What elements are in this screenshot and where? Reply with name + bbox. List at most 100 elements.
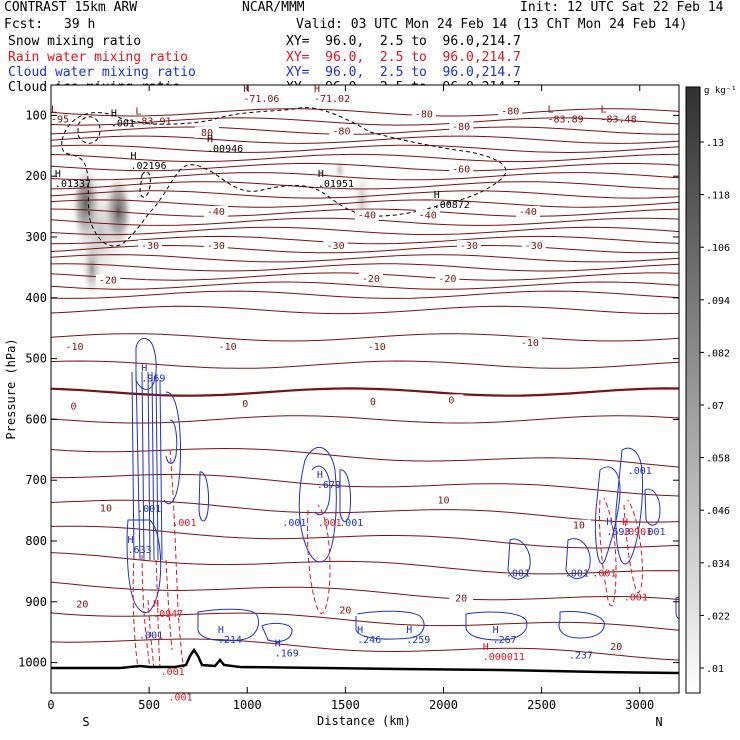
field-rain-name: Rain water mixing ratio <box>8 50 189 65</box>
temp-contour-label: -80 <box>332 127 350 138</box>
isotherm <box>51 162 679 172</box>
temp-label-bg <box>203 205 228 217</box>
temp-label-bg <box>521 239 546 251</box>
isotherm <box>51 108 679 117</box>
isotherm <box>51 172 679 181</box>
x-tick-label: 3000 <box>625 698 654 712</box>
x-tick-label: 2500 <box>527 698 556 712</box>
isotherm <box>51 181 679 190</box>
contour-labels: -80 -80 -80 -80 80 -60 -40 -40 -40 -40 -30 -30 -30 -3… <box>51 84 666 703</box>
temp-label-bg <box>604 641 629 653</box>
contour-value-label: .001 <box>318 518 342 529</box>
isotherm-lines <box>51 108 679 661</box>
colorbar-tick-label: .01 <box>706 664 724 675</box>
org-label: NCAR/MMM <box>242 0 305 15</box>
colorbar-tick-label: .094 <box>706 296 730 307</box>
isotherm <box>51 612 679 631</box>
terrain-line <box>51 647 679 675</box>
temp-label-bg <box>333 604 358 616</box>
extremum-mark: H <box>317 470 323 481</box>
extremum-value: .0901 <box>622 527 652 538</box>
temp-label-bg <box>449 163 474 175</box>
contour-value-label: .001 <box>565 568 589 579</box>
south-end-label: S <box>82 715 89 729</box>
temp-label-bg <box>457 239 482 251</box>
extremum-mark: H <box>357 625 363 636</box>
temp-label-bg <box>323 239 348 251</box>
temp-label-bg <box>364 340 389 352</box>
temp-contour-label: -40 <box>358 211 376 222</box>
isotherm <box>51 281 679 290</box>
temp-contour-label: -20 <box>438 274 456 285</box>
colorbar <box>685 86 701 694</box>
temp-label-bg <box>411 108 436 120</box>
isotherm <box>51 305 679 315</box>
isotherm <box>51 126 679 135</box>
field-cloud-xy: XY= 96.0, 2.5 to 96.0,214.7 <box>286 65 521 80</box>
x-tick-label: 500 <box>138 698 160 712</box>
isotherm <box>51 638 679 661</box>
isotherm <box>51 499 679 523</box>
colorbar-tick-label: .13 <box>706 138 724 149</box>
init-time: Init: 12 UTC Sat 22 Feb 14 <box>520 0 724 15</box>
temp-label-bg <box>360 396 385 408</box>
contour-value-label: .001 <box>339 518 363 529</box>
north-end-label: N <box>655 715 662 729</box>
axes: 0 500 1000 1500 2000 2500 30001002003004005006… <box>18 85 679 712</box>
temp-label-bg <box>61 400 86 412</box>
forecast-hours: 39 h <box>64 17 96 32</box>
x-tick-label: 2000 <box>429 698 458 712</box>
temp-label-bg <box>195 126 220 138</box>
contour-value-label: .001 <box>161 667 185 678</box>
temp-label-bg <box>70 598 95 610</box>
colorbar-ticks: .01 .022 .034 .046 .058 .07 .082 .094 .106 .118 .1… <box>700 138 730 675</box>
y-tick-label: 500 <box>25 352 47 366</box>
isotherm <box>51 153 679 163</box>
y-tick-label: 400 <box>25 291 47 305</box>
contour-value-label: .001 <box>137 504 161 515</box>
contour-value-label: .001 <box>641 527 665 538</box>
extremum-value: -71.06 <box>243 94 279 105</box>
temp-label-bg <box>517 337 542 349</box>
contour-value-label: .001 <box>624 593 648 604</box>
temp-contour-label: 20 <box>339 606 351 617</box>
extremum-mark: H <box>128 535 134 546</box>
extremum-value: .246 <box>357 635 381 646</box>
temp-contour-label: -10 <box>219 342 237 353</box>
extremum-value: .01337 <box>55 179 91 190</box>
temp-label-bg <box>233 398 258 410</box>
temp-label-bg <box>203 239 228 251</box>
x-tick-label: 1000 <box>233 698 262 712</box>
y-tick-label: 600 <box>25 412 47 426</box>
isotherm <box>51 415 679 424</box>
temp-contour-label: -30 <box>525 241 543 252</box>
temp-label-bg <box>498 105 523 117</box>
y-tick-label: 300 <box>25 230 47 244</box>
extremum-mark: H <box>314 84 320 95</box>
temp-label-bg <box>215 340 240 352</box>
contour-value-label: .001 <box>168 692 192 703</box>
temp-contour-label: -20 <box>362 274 380 285</box>
extremum-value: -71.02 <box>314 94 350 105</box>
temp-label-bg <box>358 272 383 284</box>
extremum-mark: H <box>318 169 324 180</box>
extremum-mark: H <box>111 108 117 119</box>
rain-water-contours <box>132 449 643 669</box>
temp-label-bg <box>439 394 464 406</box>
temp-contour-label: -60 <box>452 164 470 175</box>
temp-contour-label: 0 <box>242 399 248 410</box>
isotherm <box>51 473 679 497</box>
temp-label-bg <box>415 209 440 221</box>
temp-label-bg <box>138 239 163 251</box>
isotherm <box>51 144 679 154</box>
temp-contour-label: 0 <box>71 401 77 412</box>
temp-contour-label: -40 <box>519 207 537 218</box>
snow-shading <box>70 156 372 298</box>
cloud-water-contours <box>126 338 679 643</box>
temp-label-bg <box>431 494 456 506</box>
plot-area <box>51 85 679 693</box>
extremum-mark: H <box>153 599 159 610</box>
temp-contour-label: -40 <box>419 211 437 222</box>
extremum-value: .01951 <box>318 179 354 190</box>
temp-contour-label: 10 <box>437 496 449 507</box>
